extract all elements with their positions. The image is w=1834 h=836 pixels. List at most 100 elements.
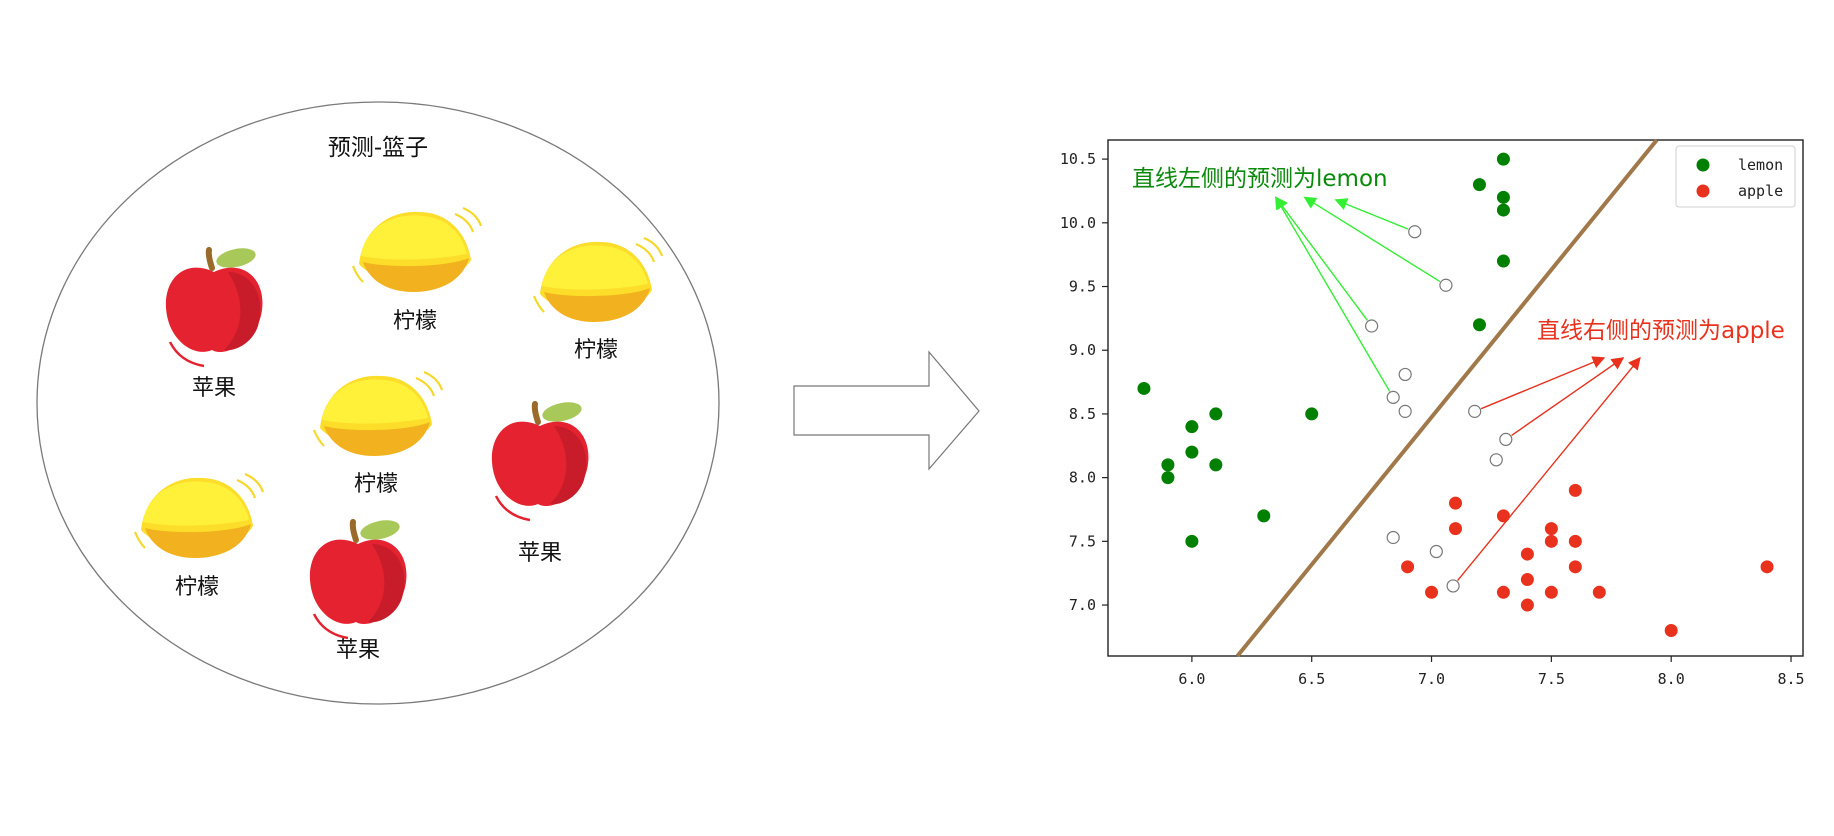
- apple-point: [1568, 560, 1582, 574]
- annotation-left: 直线左侧的预测为lemon: [1132, 166, 1388, 192]
- legend-apple-marker: [1696, 184, 1710, 198]
- lemon-motion-mark: [351, 206, 483, 283]
- lemon-point: [1496, 203, 1510, 217]
- apple-point: [1520, 598, 1534, 612]
- annotation-arrow: [1511, 357, 1625, 436]
- unknown-point: [1468, 404, 1482, 418]
- lemon-point: [1137, 381, 1151, 395]
- axis-ticks: 6.0 6.5 7.0 7.5 8.0 8.5 7.0 7.5 8.0 8.5 9.0 9.5 10.0…: [1060, 150, 1805, 688]
- apple-point: [1520, 573, 1534, 587]
- apple-leaf: [216, 248, 256, 268]
- annotation-arrow: [1303, 196, 1441, 283]
- apple-shade: [368, 544, 405, 623]
- apple-stem: [531, 401, 541, 425]
- unknown-point: [1429, 544, 1443, 559]
- unknown-point: [1365, 319, 1379, 333]
- apple-point: [1496, 509, 1510, 523]
- apple-stem: [349, 519, 359, 543]
- lemon-point: [1185, 420, 1199, 434]
- lemon-point: [1161, 471, 1175, 485]
- fruit-label: 柠檬: [175, 575, 219, 600]
- lemon-shade: [544, 288, 650, 322]
- lemon-shade: [145, 524, 251, 558]
- unknown-point: [1386, 390, 1400, 404]
- data-points: [1137, 152, 1774, 638]
- annotation-arrow: [1334, 198, 1409, 230]
- legend: lemon apple: [1675, 145, 1796, 208]
- y-tick-label: 9.5: [1069, 278, 1096, 296]
- x-tick-label: 6.0: [1178, 670, 1205, 688]
- apple-shade: [224, 272, 261, 351]
- lemon-point: [1209, 407, 1223, 421]
- y-tick-label: 9.0: [1069, 341, 1096, 359]
- lemon-icon: [351, 206, 483, 292]
- lemon-highlight: [322, 379, 428, 424]
- apple-stem: [205, 247, 215, 271]
- unknown-point: [1386, 530, 1400, 545]
- y-tick-label: 7.0: [1069, 596, 1096, 614]
- apple-icon: [165, 247, 263, 368]
- x-tick-label: 7.5: [1538, 670, 1565, 688]
- lemon-point: [1185, 534, 1199, 548]
- apple-point: [1544, 522, 1558, 536]
- x-tick-label: 8.5: [1777, 670, 1804, 688]
- apple-point: [1760, 560, 1774, 574]
- apple-icon: [491, 401, 589, 522]
- y-tick-label: 7.5: [1069, 532, 1096, 550]
- scatter-chart: 6.0 6.5 7.0 7.5 8.0 8.5 7.0 7.5 8.0 8.5 9.0 9.5 10.0…: [1060, 138, 1805, 688]
- apple-leaf: [542, 402, 582, 422]
- annotation-arrow: [1275, 196, 1391, 392]
- basket-title: 预测-篮子: [328, 135, 428, 161]
- apple-point: [1568, 483, 1582, 497]
- annotation-arrows: [1275, 196, 1641, 581]
- lemon-motion-mark: [133, 472, 265, 549]
- lemon-point: [1472, 178, 1486, 192]
- lemon-motion-mark: [312, 370, 444, 447]
- fruit-label: 柠檬: [354, 472, 398, 497]
- apple-motion-mark: [494, 495, 531, 522]
- fruit-label: 苹果: [336, 638, 380, 663]
- legend-lemon-marker: [1696, 158, 1710, 172]
- apple-shade: [550, 426, 587, 505]
- x-tick-label: 6.5: [1298, 670, 1325, 688]
- fruit-label: 柠檬: [574, 338, 618, 363]
- lemon-icon: [532, 236, 664, 322]
- fruit-label: 苹果: [192, 376, 236, 401]
- apple-point: [1544, 534, 1558, 548]
- decision-boundary: [1235, 138, 1659, 658]
- unknown-point: [1408, 225, 1422, 239]
- apple-point: [1449, 522, 1462, 536]
- apple-point: [1592, 585, 1606, 599]
- fruit-label: 柠檬: [393, 309, 437, 334]
- lemon-shade: [363, 258, 469, 292]
- lemon-point: [1496, 152, 1510, 166]
- lemon-point: [1472, 318, 1486, 332]
- lemon-shade: [324, 422, 430, 456]
- apple-icon: [309, 519, 407, 640]
- apple-point: [1520, 547, 1534, 561]
- lemon-point: [1209, 458, 1223, 472]
- apple-point: [1425, 585, 1439, 599]
- lemon-point: [1257, 509, 1271, 523]
- annotation-arrow: [1480, 356, 1606, 410]
- fruit-label: 苹果: [518, 541, 562, 566]
- x-tick-label: 7.0: [1418, 670, 1445, 688]
- lemon-point: [1496, 254, 1510, 268]
- unknown-point: [1398, 367, 1412, 382]
- apple-point: [1664, 624, 1678, 638]
- apple-point: [1496, 585, 1510, 599]
- annotation-arrow: [1456, 356, 1641, 581]
- annotation-arrow: [1275, 196, 1369, 321]
- lemon-highlight: [361, 215, 467, 260]
- annotation-right: 直线右侧的预测为apple: [1537, 318, 1785, 344]
- lemon-motion-mark: [532, 236, 664, 313]
- y-tick-label: 8.0: [1069, 469, 1096, 487]
- lemon-point: [1185, 445, 1199, 459]
- apple-point: [1401, 560, 1415, 574]
- plot-frame: [1107, 139, 1804, 657]
- unknown-point: [1499, 432, 1513, 447]
- apple-point: [1568, 534, 1582, 548]
- apple-point: [1449, 496, 1462, 510]
- unknown-point: [1446, 579, 1460, 593]
